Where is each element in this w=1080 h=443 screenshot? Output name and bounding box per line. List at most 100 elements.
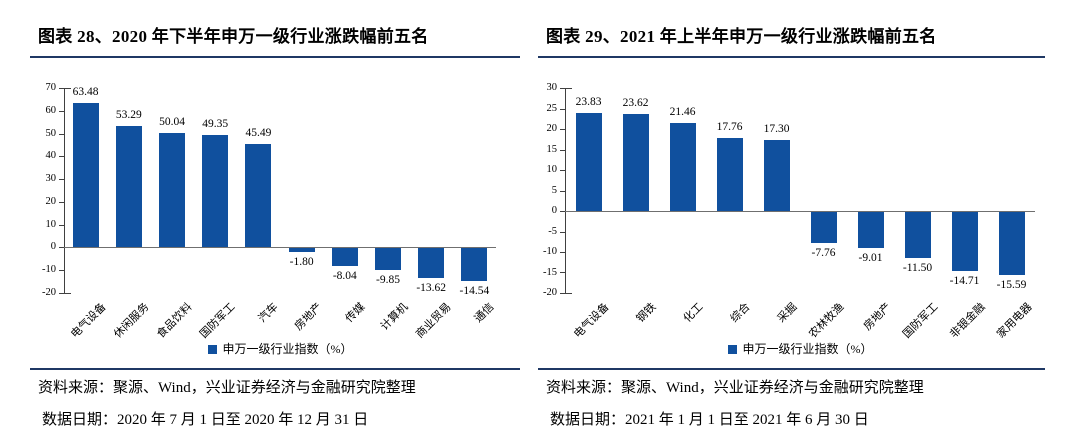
y-tick-label: 50 xyxy=(45,127,57,139)
figure-title: 图表 28、2020 年下半年申万一级行业涨跌幅前五名 xyxy=(38,27,429,46)
y-axis-tick xyxy=(560,252,565,253)
y-tick-label: 30 xyxy=(45,173,57,185)
y-axis-tick xyxy=(59,225,64,226)
source-note: 资料来源：聚源、Wind，兴业证券经济与金融研究院整理 xyxy=(38,380,416,396)
bar xyxy=(375,248,401,270)
bar xyxy=(575,113,602,211)
y-tick-label: 60 xyxy=(45,104,57,116)
legend-swatch xyxy=(207,345,217,354)
bar xyxy=(245,143,272,248)
y-tick-label: 20 xyxy=(546,123,558,134)
y-axis-tick xyxy=(560,211,565,212)
bar-value-label: 50.04 xyxy=(159,116,185,129)
bar xyxy=(418,248,445,279)
date-note: 数据日期：2020 年 7 月 1 日至 2020 年 12 月 31 日 xyxy=(42,412,369,428)
y-axis-tick xyxy=(560,232,565,233)
y-tick-label: 25 xyxy=(546,102,558,114)
y-tick-label: 0 xyxy=(551,205,557,216)
y-tick-label: 15 xyxy=(546,143,558,155)
bar xyxy=(159,133,185,248)
y-tick-label: 30 xyxy=(546,82,558,93)
bar-value-label: 17.30 xyxy=(763,123,790,136)
bar xyxy=(716,138,743,211)
legend-swatch xyxy=(727,345,737,354)
y-tick-label: -15 xyxy=(543,266,557,278)
bar-value-label: 23.62 xyxy=(622,97,649,110)
bar-value-label: 45.49 xyxy=(245,126,272,139)
y-tick-label: 40 xyxy=(45,150,57,162)
y-axis-tick xyxy=(59,134,64,135)
bar xyxy=(763,140,790,211)
y-axis-tick xyxy=(565,88,572,89)
y-axis-tick xyxy=(59,270,64,271)
zero-gridline xyxy=(565,211,1035,212)
bar xyxy=(810,212,837,243)
bar-chart-2021h1: 30 25 20 15 10 5 0 -5 -10 -15 -20 23.83 电气设备 23.62 钢铁 2… xyxy=(538,58,1045,368)
y-tick-label: 70 xyxy=(45,82,57,93)
y-tick-label: -10 xyxy=(42,264,56,276)
figure-panel-2020h2: 图表 28、2020 年下半年申万一级行业涨跌幅前五名 70 60 50 40 30 20… xyxy=(30,26,520,430)
y-axis-tick xyxy=(560,150,565,151)
title-underline xyxy=(30,56,520,58)
y-tick-label: -20 xyxy=(42,287,56,298)
y-tick-label: 20 xyxy=(45,195,57,207)
bar xyxy=(72,102,99,248)
bar xyxy=(115,126,142,248)
y-axis-tick xyxy=(560,109,565,110)
y-tick-label: 0 xyxy=(50,241,56,253)
bar-value-label: 21.46 xyxy=(669,106,696,118)
y-axis-line xyxy=(64,88,65,293)
bar xyxy=(951,212,978,272)
bar xyxy=(202,135,229,248)
bar-chart-2020h2: 70 60 50 40 30 20 10 0 -10 -20 63.48 电气设备 53.29 休闲服务 5… xyxy=(30,58,520,368)
y-tick-label: 5 xyxy=(551,184,557,196)
y-tick-label: 10 xyxy=(45,218,57,230)
y-axis-line xyxy=(565,88,566,293)
y-axis-tick xyxy=(59,88,64,89)
bar-value-label: -11.50 xyxy=(902,262,933,275)
title-underline xyxy=(538,56,1045,58)
figure-title: 图表 29、2021 年上半年申万一级行业涨跌幅前五名 xyxy=(546,27,937,46)
bar-value-label: 53.29 xyxy=(115,109,142,122)
y-tick-label: -20 xyxy=(543,287,557,298)
y-axis-tick xyxy=(64,88,71,89)
y-axis-tick xyxy=(59,293,64,294)
bar xyxy=(331,248,358,266)
bar-value-label: -1.80 xyxy=(289,255,314,268)
zero-gridline xyxy=(64,247,496,248)
y-axis-tick xyxy=(59,111,64,112)
bar-value-label: 63.48 xyxy=(72,85,99,98)
source-note: 资料来源：聚源、Wind，兴业证券经济与金融研究院整理 xyxy=(546,380,924,396)
bar-value-label: -9.85 xyxy=(376,273,400,286)
figure-panel-2021h1: 图表 29、2021 年上半年申万一级行业涨跌幅前五名 30 25 20 15 10 5 0… xyxy=(538,26,1045,430)
bar-value-label: -14.54 xyxy=(459,284,490,297)
y-axis-tick xyxy=(560,191,565,192)
y-axis-tick xyxy=(560,129,565,130)
y-axis-tick xyxy=(59,179,64,180)
chart-legend: 申万一级行业指数（%） xyxy=(64,342,496,356)
bar xyxy=(669,123,696,211)
y-axis-tick xyxy=(560,272,565,273)
bar xyxy=(622,114,649,211)
date-note: 数据日期：2021 年 1 月 1 日至 2021 年 6 月 30 日 xyxy=(550,412,869,428)
legend-label: 申万一级行业指数（%） xyxy=(742,342,873,356)
bar-value-label: -15.59 xyxy=(996,278,1027,291)
footer-divider xyxy=(30,368,520,370)
footer-divider xyxy=(538,368,1045,370)
y-axis-tick xyxy=(59,247,64,248)
y-axis-tick xyxy=(565,293,572,294)
bar-value-label: -13.62 xyxy=(416,282,447,295)
y-tick-label: -10 xyxy=(543,246,557,257)
bar xyxy=(998,212,1025,275)
bar-value-label: 49.35 xyxy=(202,118,229,131)
bar xyxy=(461,248,488,281)
bar xyxy=(904,212,931,259)
bar xyxy=(857,212,884,248)
y-axis-tick xyxy=(560,293,565,294)
bar-value-label: -14.71 xyxy=(949,275,980,288)
y-axis-tick xyxy=(560,170,565,171)
legend-label: 申万一级行业指数（%） xyxy=(222,342,353,356)
bar-value-label: 17.76 xyxy=(716,121,743,134)
y-axis-tick xyxy=(59,202,64,203)
